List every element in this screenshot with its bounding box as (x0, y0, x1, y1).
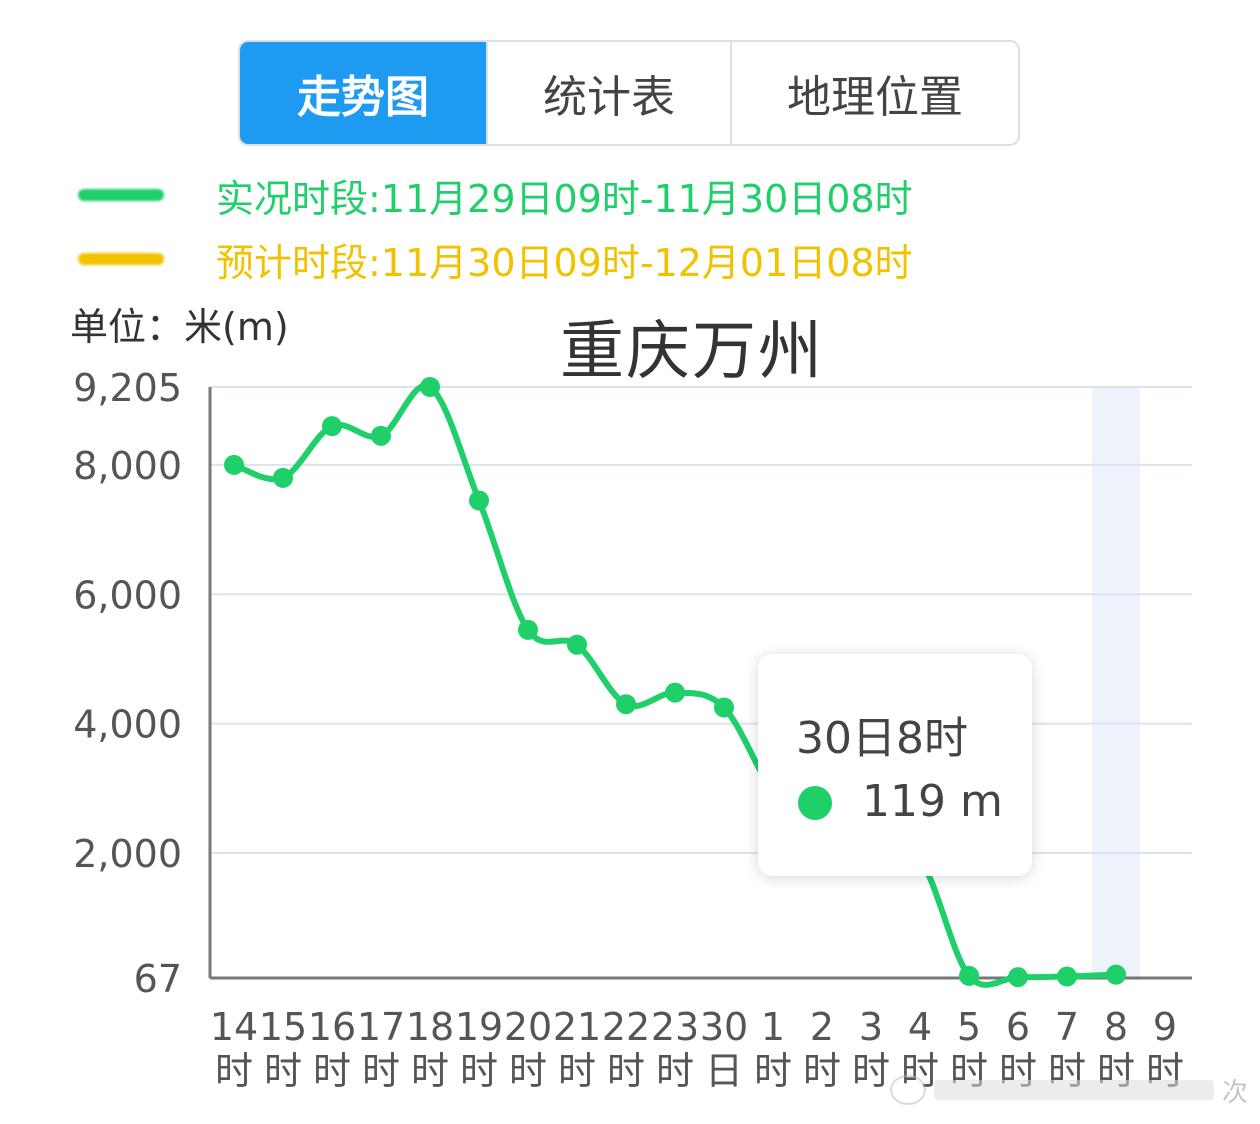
unit-label: 单位：米(m) (70, 305, 289, 349)
tooltip-series-dot (798, 786, 832, 820)
watermark-blur (934, 1080, 1214, 1100)
tooltip-value: 119 m (862, 776, 1003, 827)
data-point (665, 682, 685, 703)
x-tick-label: 16 时 (308, 1005, 356, 1093)
tab-location[interactable]: 地理位置 (730, 42, 1018, 144)
data-point (224, 454, 244, 475)
legend-observed: 实况时段:11月29日09时-11月30日08时 (78, 170, 913, 221)
y-tick-label: 6,000 (73, 573, 182, 617)
x-tick-label: 21 时 (553, 1005, 601, 1093)
y-tick-label: 4,000 (73, 703, 182, 747)
watermark-text: 次 (1222, 1077, 1249, 1108)
data-point (616, 694, 636, 715)
data-point (518, 619, 538, 640)
tab-bar: 走势图 统计表 地理位置 (238, 40, 1020, 146)
data-point (1106, 964, 1126, 985)
x-tick-label: 30 日 (700, 1005, 748, 1093)
legend-text-forecast: 预计时段:11月30日09时-12月01日08时 (216, 240, 913, 285)
legend-forecast: 预计时段:11月30日09时-12月01日08时 (78, 234, 913, 285)
y-tick-label: 67 (134, 957, 182, 1001)
data-point (567, 634, 587, 655)
data-point (371, 425, 391, 446)
y-tick-label: 2,000 (73, 832, 182, 876)
y-tick-label: 8,000 (73, 444, 182, 488)
data-point (273, 467, 293, 488)
data-point (1057, 966, 1077, 987)
tooltip-time: 30日8时 (796, 713, 968, 764)
x-tick-label: 20 时 (504, 1005, 552, 1093)
data-point (420, 377, 440, 397)
data-point (322, 416, 342, 437)
x-tick-label: 22 时 (602, 1005, 650, 1093)
tab-trend[interactable]: 走势图 (240, 42, 486, 144)
watermark: 次 (890, 1070, 1260, 1110)
legend-text-observed: 实况时段:11月29日09时-11月30日08时 (216, 176, 913, 221)
highlight-band (1092, 387, 1140, 978)
data-point (1008, 967, 1028, 988)
x-tick-label: 15 时 (259, 1005, 307, 1093)
data-point (714, 697, 734, 718)
y-tick-label: 9,205 (73, 366, 182, 410)
x-tick-label: 17 时 (357, 1005, 405, 1093)
data-tooltip: 30日8时 119 m (758, 654, 1032, 876)
chart-city-title: 重庆万州 (560, 315, 824, 389)
weibo-icon (890, 1075, 926, 1105)
data-point (469, 490, 489, 511)
tab-statistics[interactable]: 统计表 (486, 42, 730, 144)
legend-swatch-forecast (78, 253, 164, 265)
data-point (959, 965, 979, 986)
x-tick-label: 23 时 (651, 1005, 699, 1093)
x-tick-label: 14 时 (210, 1005, 258, 1093)
legend-swatch-observed (78, 189, 164, 201)
x-tick-label: 18 时 (406, 1005, 454, 1093)
x-tick-label: 19 时 (455, 1005, 503, 1093)
